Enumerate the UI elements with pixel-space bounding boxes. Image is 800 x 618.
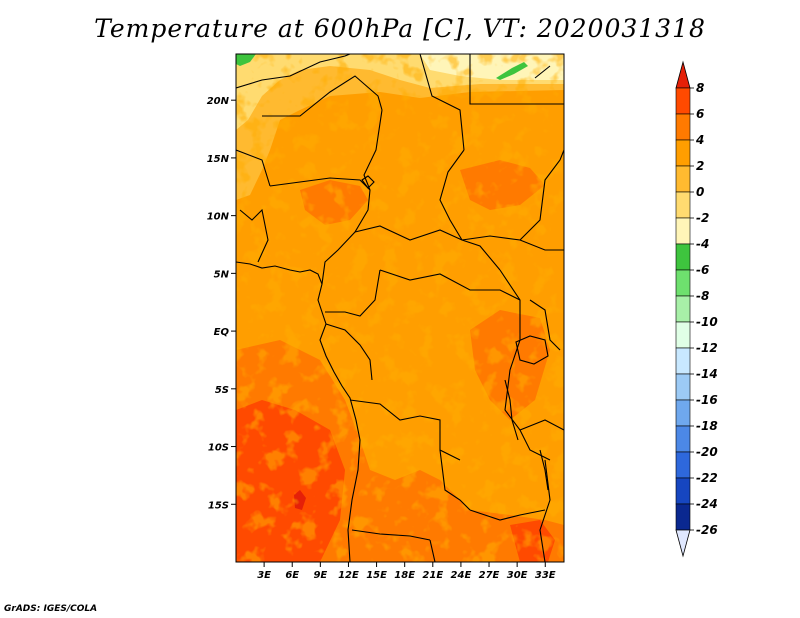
colorbar-level-label: 6 <box>696 107 704 121</box>
colorbar-level-label: -16 <box>696 393 718 407</box>
colorbar-swatch <box>675 139 691 167</box>
border-angola-namibia <box>351 529 431 541</box>
lat-tick-label: 5N <box>214 269 230 280</box>
colorbar-swatch <box>675 373 691 401</box>
map-axes: 3E 6E 9E 12E 15E 18E 21E 24E 27E 30E 33E 20N 15N 10N 5… <box>207 96 556 581</box>
border-tanzania <box>519 419 564 431</box>
colorbar-swatch <box>675 399 691 427</box>
border-mali-burkina <box>236 149 271 187</box>
colorbar-level-label: 2 <box>696 159 704 173</box>
colorbar-level-label: -24 <box>696 497 718 511</box>
lon-tick-label: 33E <box>535 570 556 581</box>
colorbar-level-label: -18 <box>696 419 718 433</box>
border-nigeria-cameroon <box>321 189 371 285</box>
border-sahara-north <box>236 54 351 89</box>
lon-tick-label: 24E <box>451 570 472 581</box>
border-nigeria-niger <box>269 177 371 191</box>
lon-tick-label: 21E <box>422 570 443 581</box>
lat-tick-label: EQ <box>214 327 230 338</box>
lat-tick-label: 10N <box>207 212 230 223</box>
colorbar-level-label: -8 <box>696 289 709 303</box>
lon-tick-label: 15E <box>366 570 387 581</box>
border-namibia-botswana <box>429 539 436 562</box>
country-borders <box>236 54 564 562</box>
lon-tick-label: 3E <box>257 570 271 581</box>
lon-tick-label: 9E <box>313 570 327 581</box>
border-sudan-ethiopia <box>519 149 564 241</box>
map-title: Temperature at 600hPa [C], VT: 202003131… <box>94 14 706 43</box>
lat-tick-label: 15S <box>208 500 229 511</box>
colorbar-swatch <box>675 295 691 323</box>
colorbar-level-label: -10 <box>696 315 718 329</box>
lat-tick-label: 15N <box>207 154 230 165</box>
lat-tick-label: 5S <box>215 385 229 396</box>
colorbar-swatch <box>675 477 691 505</box>
border-mozambique <box>539 459 551 562</box>
colorbar-swatch <box>675 243 691 271</box>
border-uganda-kenya <box>529 299 561 351</box>
colorbar-level-label: 0 <box>696 185 704 199</box>
software-credit: GrADS: IGES/COLA <box>4 604 98 614</box>
border-angola-zambia <box>439 449 471 511</box>
colorbar-level-label: 4 <box>695 133 704 147</box>
colorbar-swatch <box>675 347 691 375</box>
colorbar-level-label: -2 <box>696 211 709 225</box>
colorbar-level-label: 8 <box>696 81 704 95</box>
border-libya-egypt <box>469 54 564 105</box>
colorbar-level-label: -22 <box>696 471 718 485</box>
border-gabon-congo <box>325 323 373 381</box>
nile-coast-fragment <box>534 65 551 79</box>
colorbar-swatch <box>675 113 691 141</box>
lake-malawi <box>539 449 549 491</box>
lon-tick-label: 30E <box>507 570 528 581</box>
lat-tick-label: 20N <box>207 96 230 107</box>
lon-tick-label: 6E <box>285 570 299 581</box>
border-libya-chad <box>419 54 465 151</box>
temperature-field <box>236 54 564 562</box>
border-chad-sudan <box>439 149 465 241</box>
border-cameroon-car <box>354 225 501 271</box>
border-cameroon-congo <box>325 269 381 317</box>
lon-tick-label: 18E <box>394 570 415 581</box>
border-zambia-zimbabwe <box>469 509 546 521</box>
colorbar-level-label: -14 <box>696 367 718 381</box>
colorbar-swatch <box>675 269 691 297</box>
colorbar-swatch <box>675 87 691 115</box>
colorbar-level-label: -26 <box>696 523 718 537</box>
lake-chad <box>361 175 375 189</box>
colorbar-swatch <box>675 165 691 193</box>
colorbar-swatch <box>675 191 691 219</box>
colorbar: 8 6 4 2 0 -2 -4 -6 -8 -10 -12 -14 -16 -18 -20 -22 -24 -26 <box>675 60 718 558</box>
colorbar-top-arrow <box>675 60 691 89</box>
colorbar-swatch <box>675 503 691 531</box>
lake-victoria <box>515 335 549 365</box>
colorbar-swatch <box>675 425 691 453</box>
colorbar-swatch <box>675 217 691 245</box>
map-frame <box>235 53 565 563</box>
border-south-sudan <box>461 235 564 251</box>
border-algeria-niger <box>262 75 383 117</box>
colorbar-level-label: -12 <box>696 341 718 355</box>
border-niger-chad <box>363 109 383 191</box>
colorbar-bottom-arrow <box>675 529 691 558</box>
border-car-drc <box>379 269 521 301</box>
border-west-small <box>239 208 269 263</box>
lake-tanganyika <box>504 379 519 441</box>
lat-tick-label: 10S <box>208 443 229 454</box>
colorbar-level-label: -20 <box>696 445 718 459</box>
colorbar-swatch <box>675 451 691 479</box>
colorbar-level-label: -4 <box>696 237 709 251</box>
field-texture <box>236 54 564 562</box>
lon-tick-label: 27E <box>479 570 500 581</box>
colorbar-swatch <box>675 321 691 349</box>
lon-tick-label: 12E <box>338 570 359 581</box>
colorbar-level-label: -6 <box>696 263 709 277</box>
